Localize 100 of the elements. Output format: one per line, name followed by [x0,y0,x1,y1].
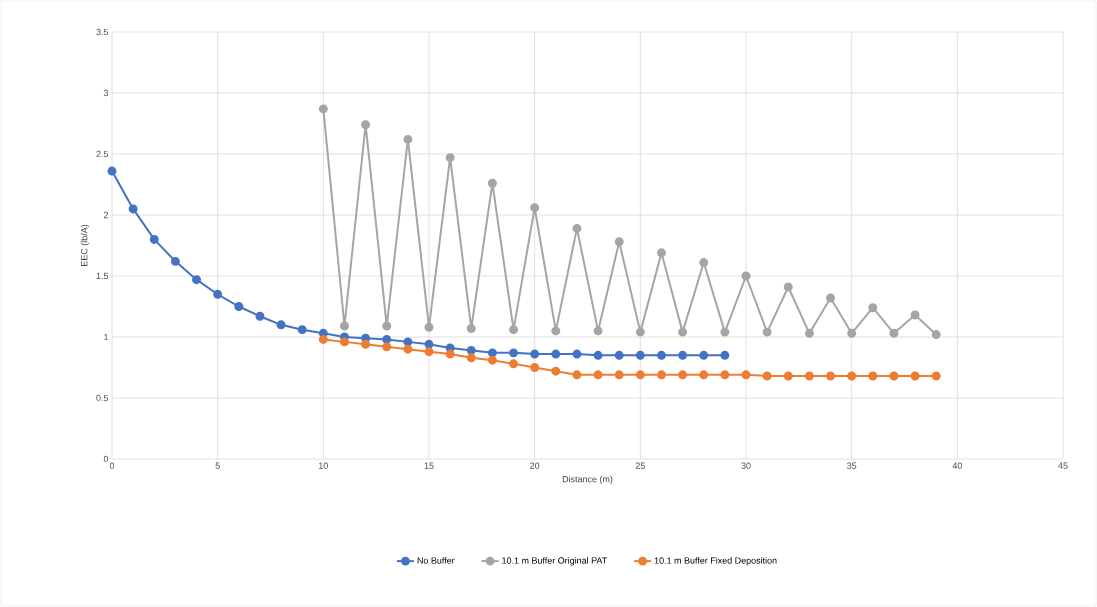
point [678,370,688,380]
point [804,328,814,338]
point [699,350,709,360]
point [783,282,793,292]
point [910,310,920,320]
point [931,330,941,340]
point [466,323,476,333]
point [889,328,899,338]
x-tick-label: 0 [109,462,115,469]
point [699,258,709,268]
point [403,337,413,347]
point [910,371,920,381]
x-tick-label: 10 [319,462,328,469]
legend-label: 10.1 m Buffer Fixed Deposition [654,557,777,566]
y-tick-label: 0.5 [96,394,109,402]
point [572,223,582,233]
point [614,237,624,247]
point [382,334,392,344]
point [255,311,265,321]
point [551,366,561,376]
point [213,289,223,299]
point [741,271,751,281]
point [424,347,434,357]
point [614,370,624,380]
y-tick-label: 3.5 [96,28,109,36]
x-tick-label: 20 [530,462,540,469]
point [318,334,328,344]
point [509,325,519,335]
point [614,350,624,360]
point [551,349,561,359]
legend-label: 10.1 m Buffer Original PAT [502,557,607,566]
point [403,134,413,144]
point [678,350,688,360]
point [699,370,709,380]
legend-label: No Buffer [417,557,455,564]
point [868,303,878,313]
x-tick-label: 45 [1058,462,1068,469]
point [361,339,371,349]
x-tick-label: 5 [215,462,220,469]
point [487,355,497,365]
x-tick-label: 25 [635,462,645,469]
x-tick-label: 40 [952,462,962,469]
point [170,256,180,266]
point [382,342,392,352]
point [847,328,857,338]
point [635,350,645,360]
y-tick-label: 1.5 [96,272,109,280]
point [656,370,666,380]
point [318,104,328,114]
point [530,349,540,359]
point [656,350,666,360]
point [466,345,476,355]
point [720,327,730,337]
point [762,371,772,381]
y-tick-label: 2 [103,211,109,219]
point [826,293,836,303]
point [593,350,603,360]
point [635,370,645,380]
point [382,321,392,331]
point [572,349,582,359]
point [297,325,307,335]
point [847,371,857,381]
x-axis-title: Distance (m) [562,475,613,485]
x-tick-label: 15 [424,462,434,469]
y-tick-label: 2.5 [96,150,109,158]
point [889,371,899,381]
point [487,178,497,188]
point [635,327,645,337]
point [572,370,582,380]
point [804,371,814,381]
point [826,371,836,381]
point [339,337,349,347]
point [107,166,117,176]
y-axis-title: EEC (lb/A) [80,224,90,266]
point [509,359,519,369]
point [678,327,688,337]
point [403,344,413,354]
point [931,371,941,381]
point [192,275,202,285]
point [445,349,455,359]
point [656,248,666,258]
y-tick-label: 1 [104,333,109,341]
point [868,371,878,381]
point [424,322,434,332]
point [339,321,349,331]
point [509,348,519,358]
point [593,326,603,336]
point [487,348,497,358]
point [149,234,159,244]
x-tick-label: 35 [847,462,857,469]
point [234,302,244,311]
point [720,370,730,380]
point [762,327,772,337]
point [128,204,138,214]
point [445,153,455,163]
point [720,350,730,360]
point [466,353,476,363]
point [551,326,561,336]
x-tick-label: 30 [741,462,751,469]
point [530,203,540,213]
